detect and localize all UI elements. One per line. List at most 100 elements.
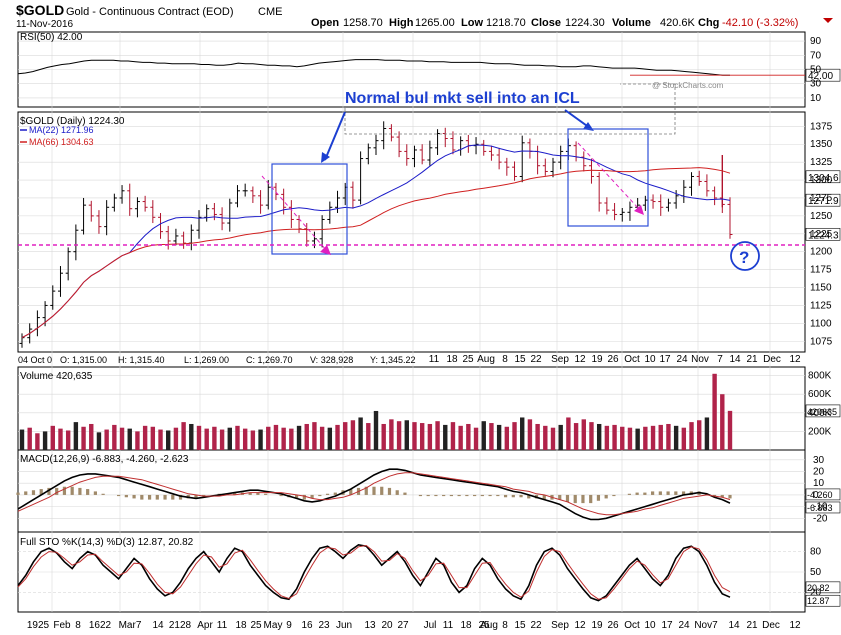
macd-tick-label: -10 xyxy=(813,502,828,513)
volume-bar xyxy=(258,429,263,450)
volume-bar xyxy=(219,429,225,450)
volume-value: 420.6K xyxy=(660,17,696,29)
volume-tick-label: 800K xyxy=(808,371,832,382)
macd-histogram-bar xyxy=(596,494,601,501)
price-x-label: 21 xyxy=(746,354,758,365)
volume-bar xyxy=(281,427,286,450)
volume-bar xyxy=(58,428,63,450)
volume-bar xyxy=(658,424,663,450)
arrow-head-icon xyxy=(321,152,330,163)
info-l: L: 1,269.00 xyxy=(184,355,229,365)
price-x-label: 7 xyxy=(717,354,723,365)
macd-histogram-bar xyxy=(233,492,237,495)
macd-histogram-bar xyxy=(643,492,647,495)
volume-bar xyxy=(520,417,525,450)
macd-histogram-bar xyxy=(55,487,59,495)
price-x-label: 14 xyxy=(729,354,741,365)
macd-panel: -4.260 -6.883 xyxy=(16,468,841,521)
macd-histogram-bar xyxy=(163,494,167,500)
price-x-label: 24 xyxy=(676,354,688,365)
volume-bar xyxy=(289,428,294,450)
info-y: Y: 1,345.22 xyxy=(370,355,416,365)
bottom-x-label: 12 xyxy=(574,620,586,631)
bottom-x-label: 13 xyxy=(364,620,376,631)
volume-bar xyxy=(189,423,194,450)
volume-bar xyxy=(235,425,240,450)
macd-histogram-bar xyxy=(132,494,136,499)
price-x-label: 10 xyxy=(644,354,656,365)
macd-histogram-bar xyxy=(395,490,399,495)
volume-tick-label: 200K xyxy=(808,426,832,437)
annotation-arrow-left xyxy=(324,111,346,161)
macd-histogram-bar xyxy=(62,486,67,495)
volume-bar xyxy=(666,423,671,450)
info-date: 04 Oct 0 xyxy=(18,355,52,365)
info-h: H: 1,315.40 xyxy=(118,355,165,365)
macd-histogram-bar xyxy=(720,494,724,498)
volume-bar xyxy=(650,425,656,450)
bottom-x-label: Aug xyxy=(480,620,498,631)
price-tick-label: 1175 xyxy=(810,265,832,276)
price-tick-label: 1350 xyxy=(810,139,833,150)
annotation-text: Normal bul mkt sell into an ICL xyxy=(345,90,580,107)
volume-bar xyxy=(65,430,71,450)
stockcharts-watermark: @ StockCharts.com xyxy=(652,81,724,90)
question-circle xyxy=(730,241,760,271)
bottom-x-label: 18 xyxy=(460,620,472,631)
volume-bar xyxy=(720,394,725,450)
macd-tick-label: 0 xyxy=(813,490,819,501)
volume-panel: 420635 xyxy=(19,373,841,450)
volume-bar xyxy=(443,424,448,450)
price-x-label: Sep xyxy=(551,354,569,365)
ma66-line xyxy=(21,167,731,339)
volume-bar xyxy=(19,429,25,450)
macd-histogram-bar xyxy=(658,491,662,495)
macd-value-tag xyxy=(805,488,841,501)
sto-panel: 20.82 12.87 xyxy=(17,543,841,607)
volume-bar xyxy=(35,433,40,450)
macd-histogram-bar xyxy=(318,494,322,497)
price-tag xyxy=(805,193,841,207)
bottom-x-label: Nov7 xyxy=(694,620,718,631)
macd-tick-label: -20 xyxy=(813,513,828,524)
price-x-label: 17 xyxy=(659,354,671,365)
exchange-label: CME xyxy=(258,6,282,18)
price-panel: 1304.6 1271.9 1224.3 xyxy=(19,121,841,348)
bottom-x-label: 1622 xyxy=(89,620,112,631)
price-x-label: 22 xyxy=(530,354,542,365)
macd-histogram-bar xyxy=(465,494,469,497)
volume-label: Volume xyxy=(612,17,651,29)
macd-histogram-bar xyxy=(178,494,183,500)
price-x-label: 12 xyxy=(574,354,586,365)
annotation-dashed-box xyxy=(344,83,676,135)
macd-histogram-bar xyxy=(434,494,438,497)
price-x-label: 8 xyxy=(502,354,508,365)
volume-bar xyxy=(643,426,648,450)
axis-labels: 1030507090107511001125115011751200122512… xyxy=(27,36,833,631)
volume-bar xyxy=(496,424,502,450)
macd-histogram-bar xyxy=(457,494,461,497)
volume-bar xyxy=(604,425,610,450)
price-x-label: 19 xyxy=(591,354,603,365)
volume-bar xyxy=(150,426,156,450)
volume-bar xyxy=(389,419,394,450)
macd-histogram-bar xyxy=(581,494,585,504)
price-x-label: 15 xyxy=(514,354,526,365)
macd-histogram-bar xyxy=(117,494,121,497)
volume-bar xyxy=(42,431,48,450)
volume-tick-label: 600K xyxy=(808,389,832,400)
macd-histogram-bar xyxy=(171,494,175,500)
volume-value-tag xyxy=(805,404,841,418)
price-tick-label: 1150 xyxy=(810,283,832,294)
price-tick-label: 1300 xyxy=(810,175,833,186)
volume-bar xyxy=(627,427,633,450)
macd-histogram-bar xyxy=(202,494,206,497)
volume-bar xyxy=(212,426,217,450)
volume-bar xyxy=(543,425,548,450)
volume-bar xyxy=(27,427,32,450)
macd-histogram-bar xyxy=(426,494,430,497)
bottom-x-label: 11 xyxy=(443,620,454,631)
bottom-x-label: 9 xyxy=(286,620,292,631)
price-tag xyxy=(805,170,841,184)
bottom-x-label: Feb xyxy=(53,620,71,631)
